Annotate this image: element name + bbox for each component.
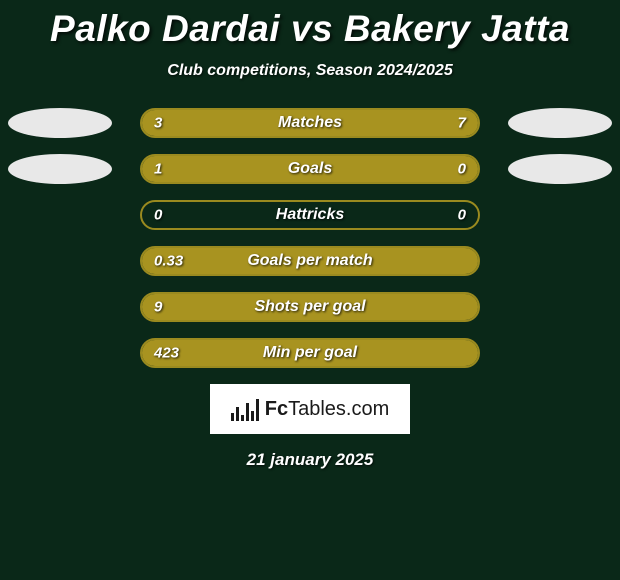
stat-row: 9 Shots per goal <box>10 292 610 322</box>
bar-fill-left <box>142 156 404 182</box>
page-title: Palko Dardai vs Bakery Jatta <box>0 0 620 50</box>
logo-brand: Fc <box>265 398 288 420</box>
player-left-avatar <box>8 154 112 184</box>
stat-bar: 0.33 Goals per match <box>140 246 480 276</box>
stat-value-left: 423 <box>154 345 179 362</box>
player-right-avatar <box>508 108 612 138</box>
player-right-avatar <box>508 154 612 184</box>
stat-row: 3 7 Matches <box>10 108 610 138</box>
player-left-avatar <box>8 108 112 138</box>
subtitle: Club competitions, Season 2024/2025 <box>0 62 620 80</box>
stat-label: Min per goal <box>263 344 357 362</box>
stat-value-left: 0.33 <box>154 253 183 270</box>
stat-label: Goals <box>288 160 332 178</box>
stat-value-right: 7 <box>458 115 466 132</box>
logo-rest: Tables.com <box>288 398 389 420</box>
stat-value-left: 1 <box>154 161 162 178</box>
logo-bars-icon <box>231 397 259 421</box>
stat-value-right: 0 <box>458 207 466 224</box>
stat-bar: 9 Shots per goal <box>140 292 480 322</box>
stat-value-left: 3 <box>154 115 162 132</box>
stat-bar: 3 7 Matches <box>140 108 480 138</box>
stat-row: 0.33 Goals per match <box>10 246 610 276</box>
fctables-logo: FcTables.com <box>210 384 410 434</box>
stat-bar: 0 0 Hattricks <box>140 200 480 230</box>
stat-bar: 1 0 Goals <box>140 154 480 184</box>
stat-label: Shots per goal <box>254 298 365 316</box>
bar-fill-right <box>404 156 478 182</box>
stats-area: 3 7 Matches 1 0 Goals 0 0 Hattricks 0.33 Goals per… <box>0 108 620 368</box>
date-label: 21 january 2025 <box>0 450 620 470</box>
logo-text: FcTables.com <box>265 398 390 421</box>
stat-value-left: 9 <box>154 299 162 316</box>
stat-bar: 423 Min per goal <box>140 338 480 368</box>
stat-value-left: 0 <box>154 207 162 224</box>
stat-label: Goals per match <box>247 252 372 270</box>
stat-row: 1 0 Goals <box>10 154 610 184</box>
stat-label: Hattricks <box>276 206 344 224</box>
stat-label: Matches <box>278 114 342 132</box>
stat-row: 423 Min per goal <box>10 338 610 368</box>
stat-row: 0 0 Hattricks <box>10 200 610 230</box>
stat-value-right: 0 <box>458 161 466 178</box>
